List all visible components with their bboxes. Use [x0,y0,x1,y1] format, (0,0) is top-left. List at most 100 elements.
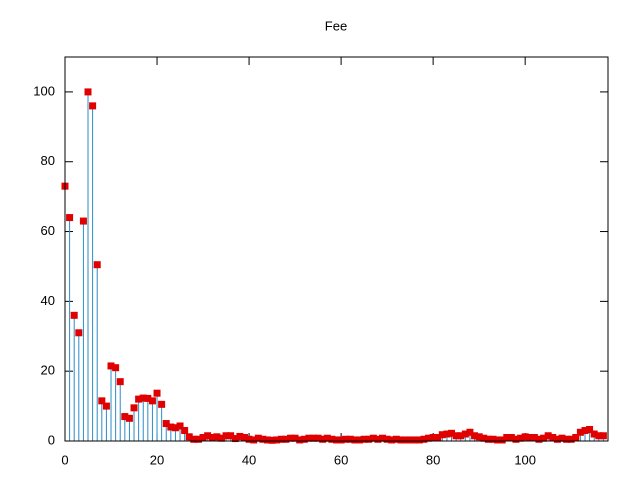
point [535,435,543,443]
point [517,434,525,442]
point [498,436,506,444]
point [549,434,557,442]
point [236,432,244,440]
point [222,432,230,440]
point [227,432,235,440]
point [323,434,331,442]
point [296,436,304,444]
point [475,433,483,441]
x-tick-label: 20 [150,452,164,467]
point [443,430,451,438]
point [429,434,437,442]
point [484,435,492,443]
point [259,435,267,443]
point [208,434,216,442]
point [190,435,198,443]
point [466,428,474,436]
point [240,434,248,442]
point [360,435,368,443]
point [75,329,83,337]
point [273,436,281,444]
point [383,435,391,443]
point [351,436,359,444]
point [204,432,212,440]
point [489,435,497,443]
y-tick-label: 0 [48,432,55,447]
point [125,414,133,422]
point [415,436,423,444]
point [158,400,166,408]
point [392,435,400,443]
point [586,425,594,433]
point [369,434,377,442]
point [250,436,258,444]
point [66,214,74,222]
point [544,432,552,440]
point [480,434,488,442]
point [130,404,138,412]
point [438,431,446,439]
point [176,422,184,430]
point [185,433,193,441]
point [434,434,442,442]
point [558,434,566,442]
point [365,435,373,443]
point [139,394,147,402]
point [112,364,120,372]
point [595,432,603,440]
point [135,395,143,403]
point [314,434,322,442]
point [277,435,285,443]
point [84,88,92,96]
point [213,433,221,441]
point [181,427,189,435]
point [461,430,469,438]
point [590,430,598,438]
point [167,423,175,431]
point [553,435,561,443]
chart-title: Fee [325,18,347,33]
point [153,389,161,397]
point [388,436,396,444]
point [199,434,207,442]
point [337,436,345,444]
point [144,394,152,402]
point [93,261,101,269]
point [581,427,589,435]
x-tick-label: 100 [514,452,536,467]
point [263,436,271,444]
point [121,413,129,421]
point [148,397,156,405]
point [268,436,276,444]
point [471,432,479,440]
point [425,434,433,442]
point [374,435,382,443]
point [540,434,548,442]
point [530,434,538,442]
point [282,435,290,443]
point [507,434,515,442]
point [397,436,405,444]
point [254,434,262,442]
point [102,402,110,410]
point [79,217,87,225]
y-tick-label: 20 [41,363,55,378]
point [70,311,78,319]
point [309,434,317,442]
x-tick-label: 0 [61,452,68,467]
point [599,432,607,440]
y-tick-label: 100 [33,83,55,98]
point [379,434,387,442]
point [346,435,354,443]
x-tick-label: 60 [334,452,348,467]
point [457,432,465,440]
x-tick-label: 80 [426,452,440,467]
point [300,435,308,443]
point [194,435,202,443]
point [319,435,327,443]
point [512,435,520,443]
point [217,434,225,442]
y-tick-label: 40 [41,293,55,308]
